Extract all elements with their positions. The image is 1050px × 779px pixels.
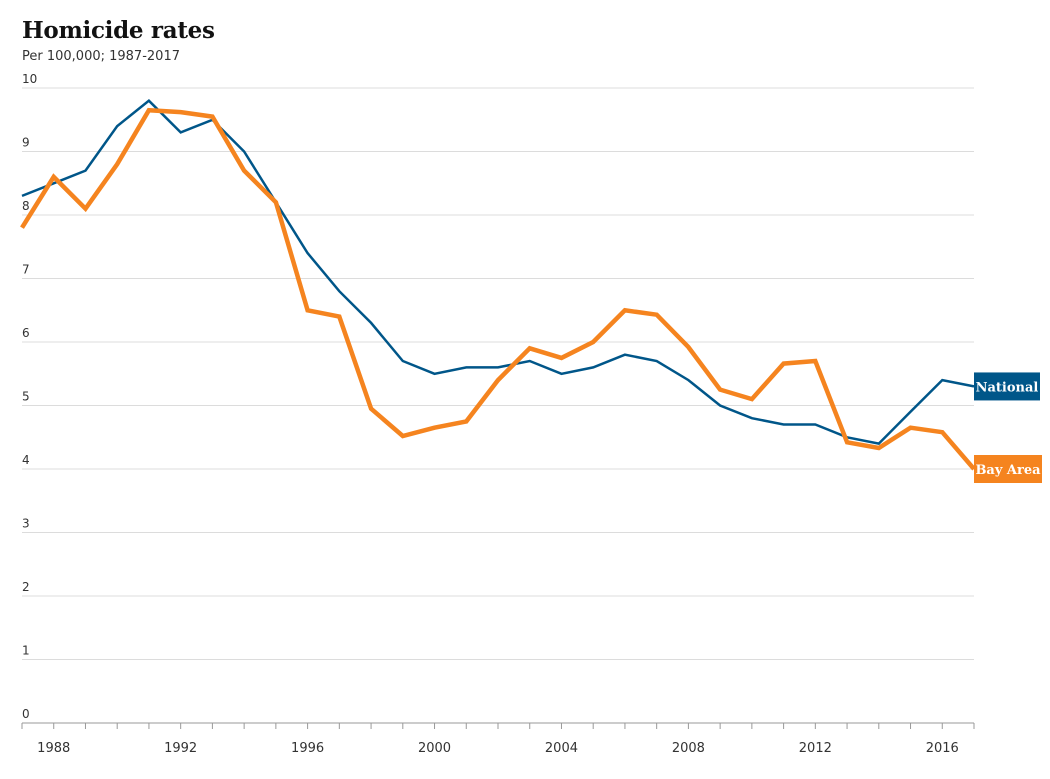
x-tick-label-2012: 2012 [799, 741, 832, 756]
series-lines [20, 99, 976, 471]
y-tick-label-5: 5 [22, 390, 30, 404]
x-tick-label-2016: 2016 [926, 741, 959, 756]
x-tick-label-2000: 2000 [418, 741, 451, 756]
chart-subtitle: Per 100,000; 1987-2017 [22, 49, 180, 64]
y-tick-label-4: 4 [22, 453, 30, 467]
y-tick-label-8: 8 [22, 199, 30, 213]
chart-title: Homicide rates [22, 17, 215, 44]
y-tick-label-7: 7 [22, 263, 30, 277]
y-tick-label-6: 6 [22, 326, 30, 340]
series-labels: National Bay Area [974, 372, 1042, 483]
x-tick-label-1992: 1992 [164, 741, 197, 756]
series-label-bay-area: Bay Area [975, 463, 1041, 478]
y-tick-label-0: 0 [22, 707, 30, 721]
series-label-box-bay-area [974, 455, 1042, 483]
x-tick-label-1996: 1996 [291, 741, 324, 756]
x-tick-label-2004: 2004 [545, 741, 578, 756]
x-tick-label-2008: 2008 [672, 741, 705, 756]
y-tick-label-2: 2 [22, 580, 30, 594]
x-tick-label-1988: 1988 [37, 741, 70, 756]
series-label-box-national [974, 372, 1040, 401]
series-line-bay-area [20, 107, 976, 471]
y-tick-label-10: 10 [22, 72, 37, 86]
series-line-national [21, 99, 975, 445]
x-axis: 1988 1992 1996 2000 2004 2008 2012 2016 [21, 723, 975, 756]
series-label-national: National [976, 380, 1039, 395]
y-tick-label-3: 3 [22, 517, 30, 531]
y-tick-label-1: 1 [22, 644, 30, 658]
y-tick-label-9: 9 [22, 136, 30, 150]
